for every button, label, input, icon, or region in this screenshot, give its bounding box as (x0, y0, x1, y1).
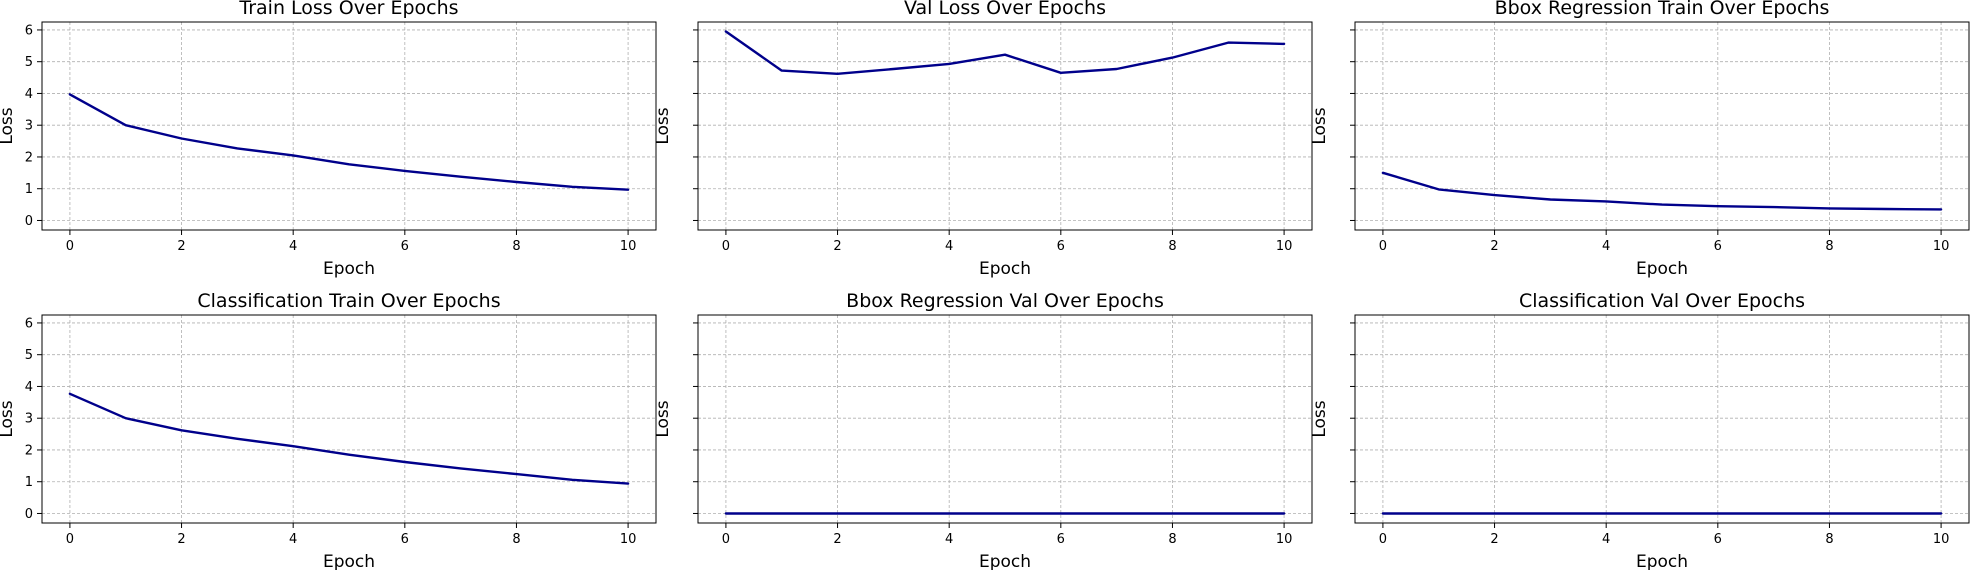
subplot-title: Train Loss Over Epochs (238, 0, 458, 19)
x-tick-label: 2 (1490, 532, 1498, 547)
x-tick-label: 6 (1057, 532, 1065, 547)
x-tick-label: 2 (1490, 239, 1498, 254)
x-tick-label: 0 (66, 239, 74, 254)
x-tick-label: 6 (401, 239, 409, 254)
x-axis-label: Epoch (323, 552, 375, 570)
y-tick-label: 6 (25, 23, 33, 38)
y-tick-label: 0 (25, 507, 33, 522)
x-tick-label: 2 (177, 532, 185, 547)
x-tick-label: 4 (945, 532, 953, 547)
x-tick-label: 10 (620, 532, 637, 547)
subplot-title: Bbox Regression Train Over Epochs (1495, 0, 1830, 19)
y-tick-label: 1 (25, 182, 33, 197)
subplot-3: 0 2 4 6 8 10 Bbox Regression Train Over Epochs… (1310, 0, 1970, 279)
subplot-title: Bbox Regression Val Over Epochs (846, 290, 1164, 312)
x-tick-label: 8 (1168, 532, 1176, 547)
x-tick-label: 0 (66, 532, 74, 547)
x-tick-label: 2 (833, 239, 841, 254)
x-tick-label: 0 (1379, 239, 1387, 254)
x-tick-label: 8 (1168, 239, 1176, 254)
subplot-title: Val Loss Over Epochs (904, 0, 1106, 19)
series-line (1381, 171, 1943, 211)
subplot-2: 0 2 4 6 8 10 Val Loss Over Epochs Epoch Loss (653, 0, 1313, 279)
x-tick-label: 8 (512, 532, 520, 547)
x-tick-label: 6 (1714, 532, 1722, 547)
y-tick-label: 3 (25, 412, 33, 427)
plot-frame (41, 314, 657, 524)
y-tick-label: 0 (25, 214, 33, 229)
subplot-title: Classification Train Over Epochs (197, 290, 500, 312)
x-axis-label: Epoch (1636, 259, 1688, 279)
y-tick-label: 3 (25, 119, 33, 134)
x-tick-label: 4 (945, 239, 953, 254)
x-tick-label: 4 (289, 532, 297, 547)
x-tick-label: 8 (1825, 239, 1833, 254)
x-tick-label: 6 (401, 532, 409, 547)
x-tick-label: 8 (512, 239, 520, 254)
y-axis-label: Loss (1310, 400, 1330, 437)
y-tick-label: 4 (25, 380, 33, 395)
subplot-4: 0 2 4 6 8 10 0 1 2 3 4 5 6 Classification Train Over … (0, 290, 657, 570)
x-tick-label: 4 (1602, 532, 1610, 547)
y-axis-label: Loss (653, 400, 673, 437)
subplot-1: 0 2 4 6 8 10 0 1 2 3 4 5 6 Train Loss Over Epochs Epoc… (0, 0, 657, 279)
x-tick-label: 10 (1276, 239, 1293, 254)
series-line (68, 93, 630, 191)
subplot-title: Classification Val Over Epochs (1519, 290, 1805, 312)
y-axis-label: Loss (0, 107, 17, 144)
x-tick-label: 4 (1602, 239, 1610, 254)
y-tick-label: 4 (25, 87, 33, 102)
x-tick-label: 4 (289, 239, 297, 254)
plot-frame (1354, 314, 1970, 524)
x-tick-label: 0 (722, 239, 730, 254)
x-tick-label: 2 (833, 532, 841, 547)
x-tick-label: 8 (1825, 532, 1833, 547)
y-tick-label: 6 (25, 316, 33, 331)
x-tick-label: 10 (620, 239, 637, 254)
series-line (724, 30, 1286, 76)
x-tick-label: 0 (1379, 532, 1387, 547)
subplot-5: 0 2 4 6 8 10 Bbox Regression Val Over Epochs Ep… (653, 290, 1313, 570)
y-axis-label: Loss (0, 400, 17, 437)
y-tick-label: 1 (25, 475, 33, 490)
x-tick-label: 6 (1714, 239, 1722, 254)
y-axis-label: Loss (1310, 107, 1330, 144)
x-axis-label: Epoch (979, 259, 1031, 279)
y-tick-label: 2 (25, 443, 33, 458)
x-axis-label: Epoch (1636, 552, 1688, 570)
x-tick-label: 10 (1276, 532, 1293, 547)
y-tick-label: 2 (25, 150, 33, 165)
y-axis-label: Loss (653, 107, 673, 144)
x-axis-label: Epoch (323, 259, 375, 279)
subplot-6: 0 2 4 6 8 10 Classification Val Over Epochs Epo… (1310, 290, 1970, 570)
y-tick-label: 5 (25, 348, 33, 363)
x-axis-label: Epoch (979, 552, 1031, 570)
x-tick-label: 10 (1933, 532, 1950, 547)
x-tick-label: 0 (722, 532, 730, 547)
y-tick-label: 5 (25, 55, 33, 70)
plot-frame (1354, 21, 1970, 231)
series-line (68, 392, 630, 485)
x-tick-label: 6 (1057, 239, 1065, 254)
x-tick-label: 2 (177, 239, 185, 254)
x-tick-label: 10 (1933, 239, 1950, 254)
plot-frame (697, 21, 1313, 231)
plot-frame (41, 21, 657, 231)
plot-frame (697, 314, 1313, 524)
